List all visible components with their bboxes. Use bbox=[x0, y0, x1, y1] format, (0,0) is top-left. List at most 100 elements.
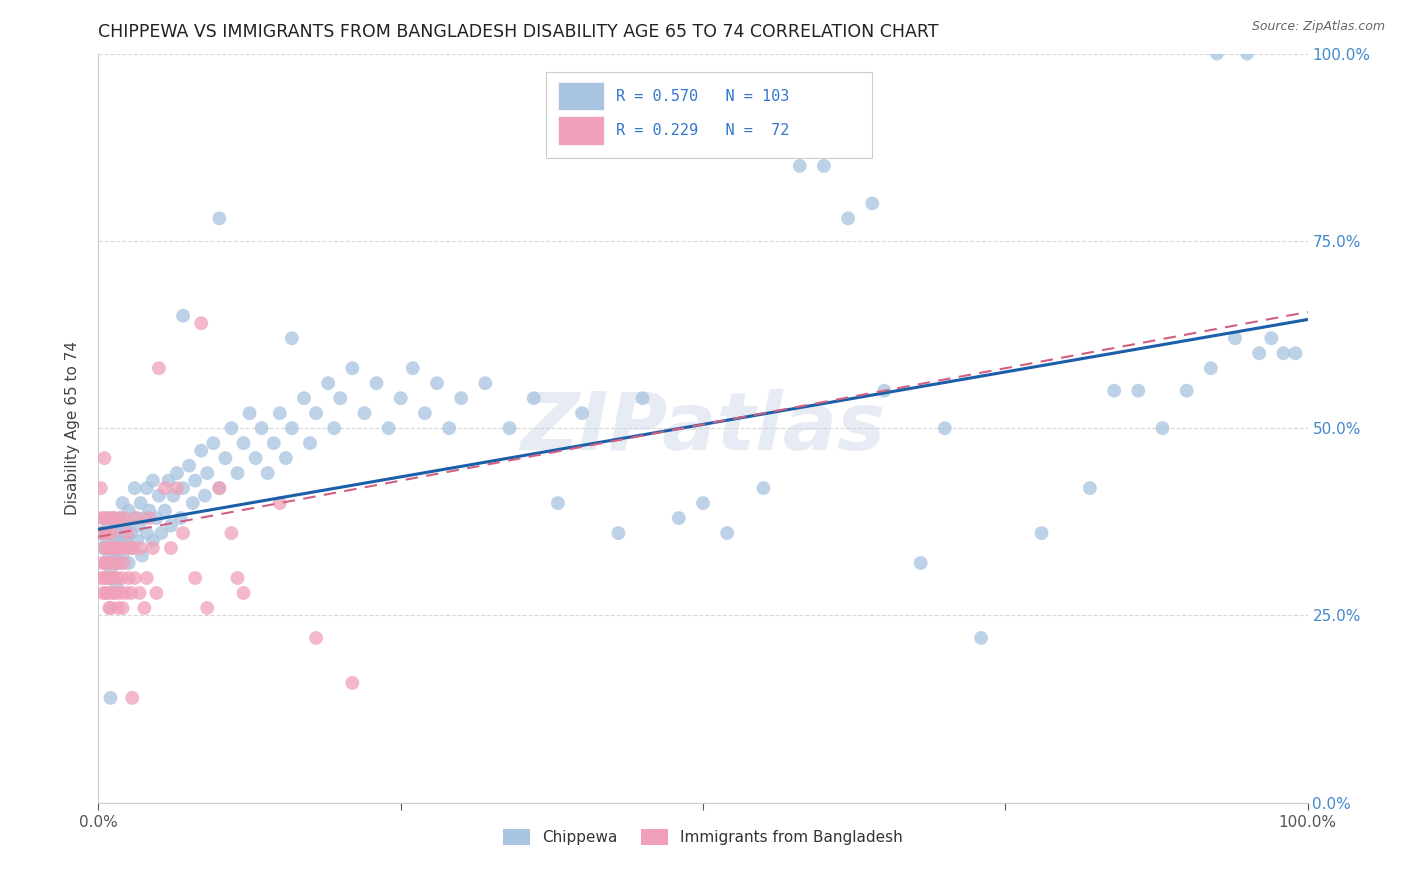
Point bbox=[111, 541, 134, 555]
Point bbox=[1206, 46, 1229, 61]
Point bbox=[142, 474, 165, 488]
FancyBboxPatch shape bbox=[546, 72, 872, 159]
Point bbox=[263, 436, 285, 450]
Legend: Chippewa, Immigrants from Bangladesh: Chippewa, Immigrants from Bangladesh bbox=[496, 823, 910, 851]
Point bbox=[127, 511, 149, 525]
Point bbox=[107, 526, 129, 541]
Point bbox=[98, 511, 121, 525]
Point bbox=[112, 556, 135, 570]
Point bbox=[135, 526, 157, 541]
Point bbox=[103, 511, 125, 525]
Point bbox=[91, 526, 114, 541]
Point bbox=[138, 511, 160, 525]
Point bbox=[105, 578, 128, 592]
Point bbox=[1102, 384, 1125, 398]
Point bbox=[108, 556, 131, 570]
Point bbox=[934, 421, 956, 435]
Point bbox=[91, 526, 114, 541]
Point bbox=[120, 526, 142, 541]
Point bbox=[100, 541, 122, 555]
Point bbox=[91, 586, 114, 600]
Point bbox=[221, 526, 243, 541]
Point bbox=[305, 406, 328, 420]
Point bbox=[91, 541, 114, 555]
Point bbox=[692, 496, 714, 510]
Point bbox=[98, 556, 121, 570]
Point bbox=[226, 466, 249, 480]
Point bbox=[121, 690, 143, 705]
Point bbox=[166, 481, 188, 495]
Point bbox=[114, 518, 136, 533]
Point bbox=[120, 586, 142, 600]
Point bbox=[93, 511, 115, 525]
Point bbox=[226, 571, 249, 585]
Point bbox=[97, 518, 120, 533]
Point bbox=[98, 549, 121, 563]
Point bbox=[389, 391, 412, 405]
Point bbox=[104, 549, 127, 563]
Point bbox=[547, 496, 569, 510]
Point bbox=[117, 526, 139, 541]
Point bbox=[837, 211, 859, 226]
Point bbox=[169, 511, 191, 525]
Point bbox=[129, 541, 152, 555]
Point bbox=[181, 496, 204, 510]
Point bbox=[101, 511, 124, 525]
Point bbox=[269, 496, 291, 510]
Point bbox=[96, 533, 118, 548]
Text: CHIPPEWA VS IMMIGRANTS FROM BANGLADESH DISABILITY AGE 65 TO 74 CORRELATION CHART: CHIPPEWA VS IMMIGRANTS FROM BANGLADESH D… bbox=[98, 23, 939, 41]
Point bbox=[153, 481, 176, 495]
Point bbox=[299, 436, 322, 450]
Point bbox=[250, 421, 273, 435]
Point bbox=[1175, 384, 1198, 398]
Point bbox=[111, 549, 134, 563]
Point bbox=[190, 316, 212, 330]
Text: Source: ZipAtlas.com: Source: ZipAtlas.com bbox=[1251, 20, 1385, 33]
Point bbox=[148, 361, 170, 376]
Point bbox=[172, 481, 194, 495]
Point bbox=[94, 586, 117, 600]
Point bbox=[110, 533, 132, 548]
Bar bbox=[558, 117, 603, 145]
Point bbox=[97, 541, 120, 555]
Point bbox=[90, 571, 112, 585]
Point bbox=[305, 631, 328, 645]
Point bbox=[93, 451, 115, 466]
Point bbox=[110, 571, 132, 585]
Point bbox=[134, 601, 156, 615]
Point bbox=[101, 586, 124, 600]
Point bbox=[172, 526, 194, 541]
Point bbox=[90, 481, 112, 495]
Point bbox=[184, 474, 207, 488]
Point bbox=[150, 526, 173, 541]
Point bbox=[100, 564, 122, 578]
Point bbox=[118, 503, 141, 517]
Point bbox=[172, 309, 194, 323]
Point bbox=[94, 556, 117, 570]
Point bbox=[245, 451, 267, 466]
Point bbox=[281, 421, 304, 435]
Point bbox=[105, 541, 128, 555]
Point bbox=[184, 571, 207, 585]
Point bbox=[1249, 346, 1271, 360]
Point bbox=[426, 376, 449, 391]
Y-axis label: Disability Age 65 to 74: Disability Age 65 to 74 bbox=[65, 341, 80, 516]
Point bbox=[256, 466, 278, 480]
Point bbox=[208, 481, 231, 495]
Point bbox=[789, 159, 811, 173]
Point bbox=[142, 533, 165, 548]
Point bbox=[1078, 481, 1101, 495]
Point bbox=[208, 211, 231, 226]
Point bbox=[437, 421, 460, 435]
Point bbox=[316, 376, 339, 391]
Point bbox=[1031, 526, 1053, 541]
Text: ZIPatlas: ZIPatlas bbox=[520, 389, 886, 467]
Point bbox=[98, 601, 121, 615]
Point bbox=[1128, 384, 1150, 398]
Point bbox=[145, 586, 167, 600]
Point bbox=[329, 391, 352, 405]
Point bbox=[1284, 346, 1306, 360]
Point bbox=[134, 511, 156, 525]
Point bbox=[145, 511, 167, 525]
Point bbox=[124, 571, 146, 585]
